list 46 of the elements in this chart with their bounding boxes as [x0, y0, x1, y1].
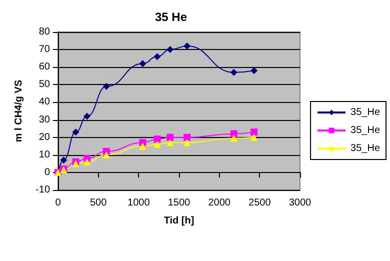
point [166, 46, 174, 54]
y-tick-label: 20 [38, 132, 50, 143]
point [184, 134, 191, 141]
point [60, 156, 68, 164]
x-tick-label: 1500 [168, 198, 191, 208]
point [184, 42, 191, 50]
y-tick-label: 60 [38, 62, 50, 73]
point [154, 53, 161, 60]
chart-title: 35 He [155, 10, 188, 24]
y-tick-label: 70 [38, 44, 50, 56]
y-tick-label: -10 [36, 184, 50, 196]
point [250, 67, 258, 74]
legend-label: 35_He [350, 143, 380, 154]
x-tick-label: 1000 [128, 198, 150, 208]
point [139, 142, 146, 150]
point [230, 68, 238, 76]
point [230, 130, 238, 138]
y-tick-label: 0 [44, 166, 50, 178]
point [139, 60, 146, 68]
y-tick-label: 80 [38, 26, 50, 38]
point [72, 128, 80, 136]
point [250, 134, 258, 141]
point [184, 139, 191, 146]
y-tick-label: 50 [38, 79, 50, 90]
point [84, 158, 91, 166]
point [230, 134, 238, 142]
y-tick-label: 10 [38, 149, 50, 160]
point [250, 128, 258, 136]
y-tick-label: 30 [38, 114, 50, 126]
legend-label: 35_He [350, 125, 380, 136]
point [154, 140, 161, 148]
point [102, 82, 110, 90]
x-tick-label: 2500 [248, 198, 272, 208]
x-tick-label: 2000 [208, 198, 231, 208]
y-tick-label: 40 [38, 96, 50, 108]
x-tick-label: 0 [55, 198, 62, 208]
point [154, 136, 161, 143]
point [84, 112, 91, 120]
legend-label: 35_He [350, 107, 380, 118]
point [102, 151, 110, 158]
x-tick-label: 3000 [288, 198, 312, 208]
point [166, 139, 174, 146]
x-axis-title: Tid [h] [164, 216, 194, 226]
point [166, 134, 174, 141]
x-tick-label: 500 [90, 198, 108, 208]
y-axis-title: m l CH4/g VS [14, 80, 24, 142]
